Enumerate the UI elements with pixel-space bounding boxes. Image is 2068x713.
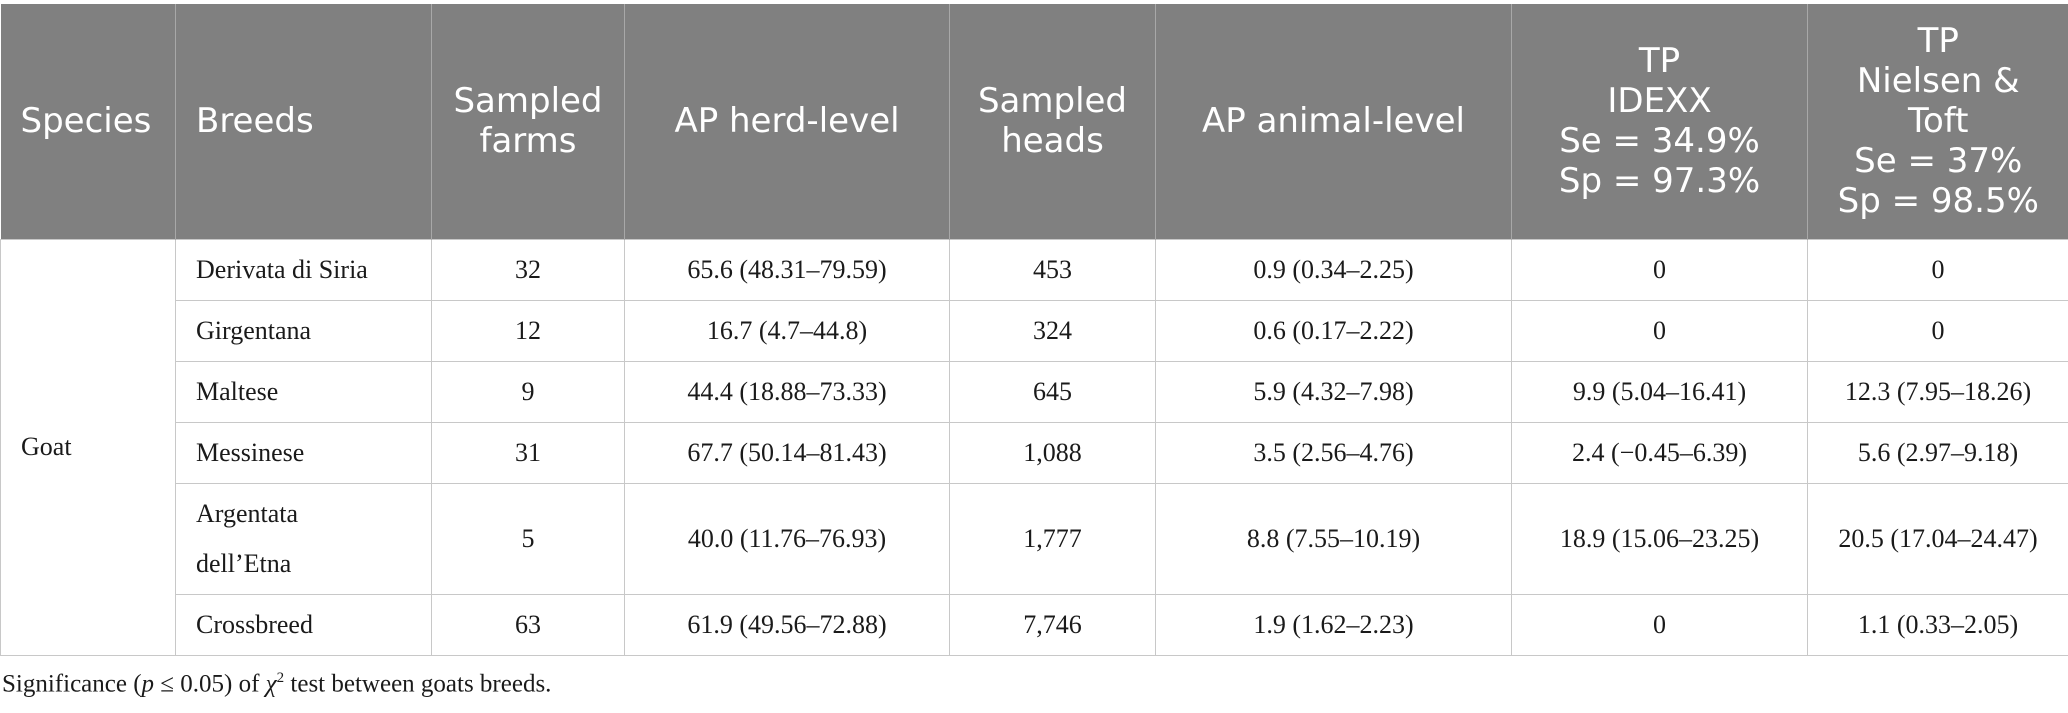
ap-herd-cell: 61.9 (49.56–72.88): [624, 593, 950, 656]
header-row: Species Breeds Sampled farms AP herd-lev…: [0, 4, 2068, 239]
ap-animal-cell: 8.8 (7.55–10.19): [1155, 482, 1512, 595]
ap-herd-cell: 67.7 (50.14–81.43): [624, 421, 950, 484]
farms-cell: 32: [431, 238, 625, 301]
tp-nielsen-cell: 0: [1807, 299, 2068, 362]
header-ap-herd-level: AP herd-level: [624, 4, 950, 239]
breed-cell: Maltese: [175, 360, 432, 423]
heads-cell: 645: [949, 360, 1156, 423]
ap-animal-cell: 0.6 (0.17–2.22): [1155, 299, 1512, 362]
ap-herd-cell: 40.0 (11.76–76.93): [624, 482, 950, 595]
heads-cell: 1,777: [949, 482, 1156, 595]
header-species: Species: [0, 4, 176, 239]
tp-idexx-cell: 9.9 (5.04–16.41): [1511, 360, 1808, 423]
heads-cell: 324: [949, 299, 1156, 362]
table-footnote: Significance (p ≤ 0.05) of χ2 test betwe…: [2, 670, 552, 698]
table-row: Maltese 9 44.4 (18.88–73.33) 645 5.9 (4.…: [1, 360, 2068, 423]
farms-cell: 12: [431, 299, 625, 362]
tp-nielsen-cell: 5.6 (2.97–9.18): [1807, 421, 2068, 484]
tp-idexx-cell: 18.9 (15.06–23.25): [1511, 482, 1808, 595]
ap-animal-cell: 5.9 (4.32–7.98): [1155, 360, 1512, 423]
farms-cell: 63: [431, 593, 625, 656]
heads-cell: 1,088: [949, 421, 1156, 484]
header-sampled-farms: Sampled farms: [431, 4, 625, 239]
tp-nielsen-cell: 12.3 (7.95–18.26): [1807, 360, 2068, 423]
tp-idexx-cell: 0: [1511, 299, 1808, 362]
header-ap-animal-level: AP animal-level: [1155, 4, 1512, 239]
species-cell: Goat: [0, 238, 176, 656]
heads-cell: 7,746: [949, 593, 1156, 656]
ap-herd-cell: 44.4 (18.88–73.33): [624, 360, 950, 423]
farms-cell: 31: [431, 421, 625, 484]
ap-herd-cell: 16.7 (4.7–44.8): [624, 299, 950, 362]
tp-idexx-cell: 0: [1511, 593, 1808, 656]
header-tp-nielsen-toft: TP Nielsen & Toft Se = 37% Sp = 98.5%: [1807, 4, 2068, 239]
ap-animal-cell: 0.9 (0.34–2.25): [1155, 238, 1512, 301]
table-row: Argentata dell’Etna 5 40.0 (11.76–76.93)…: [1, 482, 2068, 595]
ap-animal-cell: 3.5 (2.56–4.76): [1155, 421, 1512, 484]
heads-cell: 453: [949, 238, 1156, 301]
tp-nielsen-cell: 1.1 (0.33–2.05): [1807, 593, 2068, 656]
farms-cell: 9: [431, 360, 625, 423]
table-row: Messinese 31 67.7 (50.14–81.43) 1,088 3.…: [1, 421, 2068, 484]
tp-idexx-cell: 2.4 (−0.45–6.39): [1511, 421, 1808, 484]
breed-cell: Crossbreed: [175, 593, 432, 656]
breed-cell: Argentata dell’Etna: [175, 482, 432, 595]
ap-animal-cell: 1.9 (1.62–2.23): [1155, 593, 1512, 656]
table-row: Goat Derivata di Siria 32 65.6 (48.31–79…: [0, 238, 2068, 656]
breed-cell: Girgentana: [175, 299, 432, 362]
tp-idexx-cell: 0: [1511, 238, 1808, 301]
results-table: Species Breeds Sampled farms AP herd-lev…: [0, 4, 2068, 656]
header-breeds: Breeds: [175, 4, 432, 239]
farms-cell: 5: [431, 482, 625, 595]
table-row: Crossbreed 63 61.9 (49.56–72.88) 7,746 1…: [1, 593, 2068, 656]
tp-nielsen-cell: 20.5 (17.04–24.47): [1807, 482, 2068, 595]
breed-cell: Messinese: [175, 421, 432, 484]
header-sampled-heads: Sampled heads: [949, 4, 1156, 239]
table-row: Girgentana 12 16.7 (4.7–44.8) 324 0.6 (0…: [1, 299, 2068, 362]
header-tp-idexx: TP IDEXX Se = 34.9% Sp = 97.3%: [1511, 4, 1808, 239]
ap-herd-cell: 65.6 (48.31–79.59): [624, 238, 950, 301]
tp-nielsen-cell: 0: [1807, 238, 2068, 301]
breed-cell: Derivata di Siria: [175, 238, 432, 301]
